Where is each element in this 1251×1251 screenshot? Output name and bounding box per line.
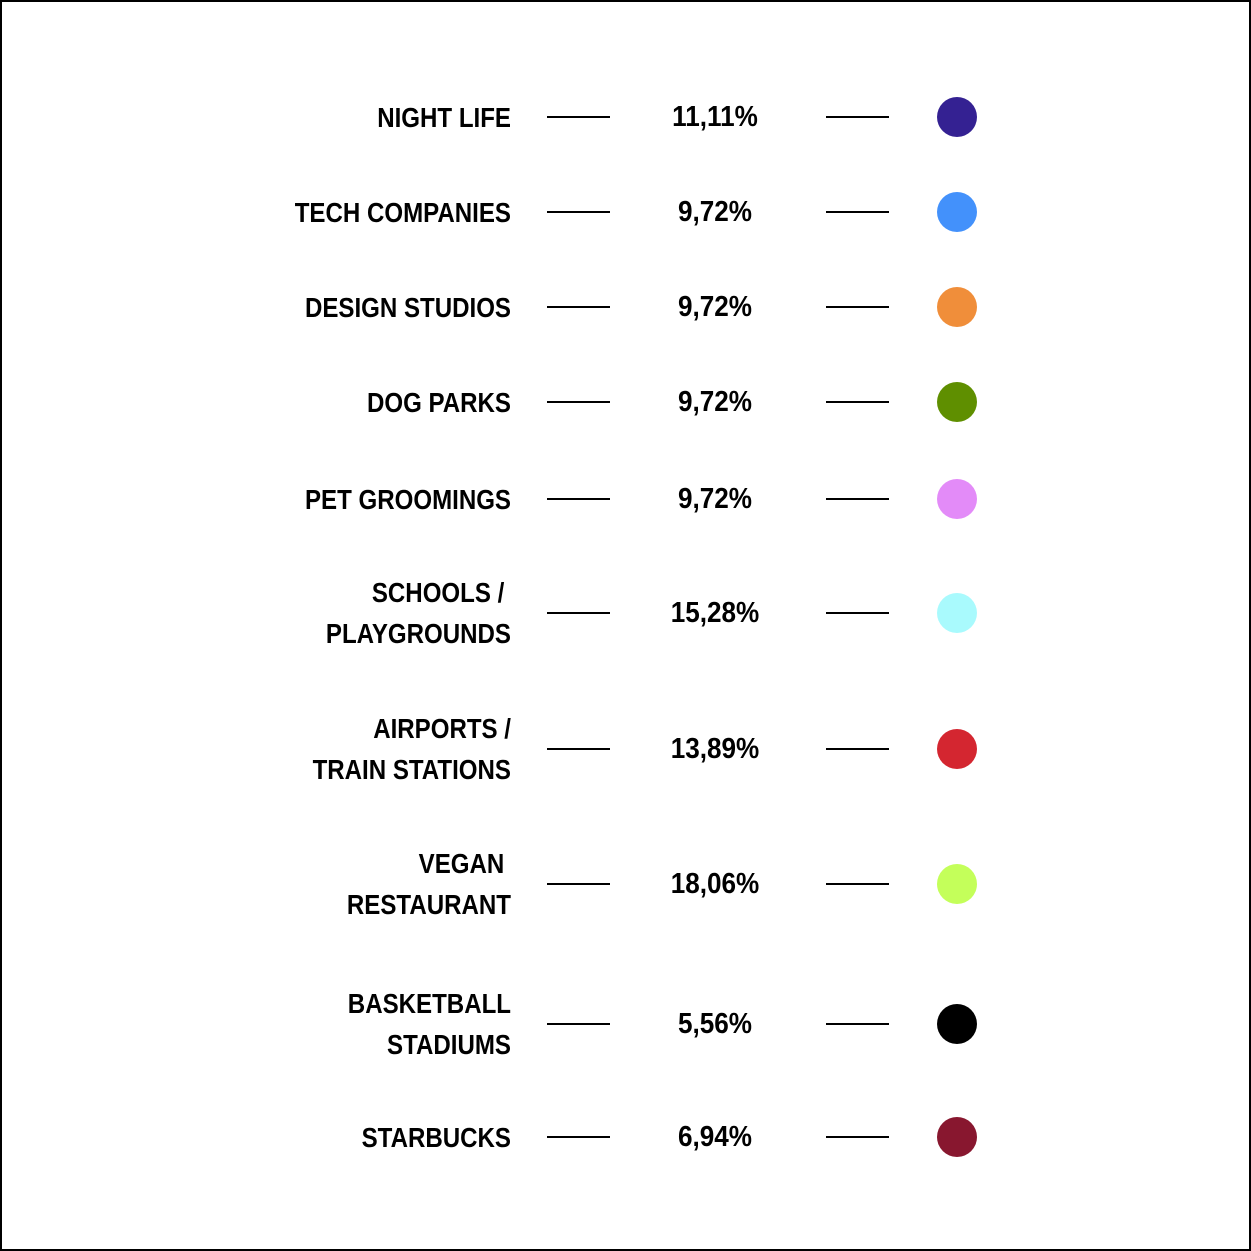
row-label-line: RESTAURANT [346,889,511,920]
connector-line-right [826,748,889,750]
row-value-label: 18,06% [670,867,760,900]
connector-line-right [826,306,889,308]
connector-line-left [547,1023,610,1025]
legend-row: PET GROOMINGS 9,72% [2,454,1251,544]
legend-row: AIRPORTS / TRAIN STATIONS 13,89% [2,704,1251,794]
connector-line-left [547,116,610,118]
row-label-line: STARBUCKS [361,1121,511,1153]
row-value-label: 5,56% [677,1007,752,1040]
connector-line-left [547,401,610,403]
legend-row: STARBUCKS 6,94% [2,1092,1251,1182]
row-value-label: 9,72% [677,290,752,323]
row-label: AIRPORTS / TRAIN STATIONS [201,704,511,794]
row-label-line: STADIUMS [387,1029,511,1060]
connector-line-left [547,498,610,500]
connector-line-right [826,1136,889,1138]
row-label-line: NIGHT LIFE [377,101,511,133]
connector-line-right [826,612,889,614]
row-label-line: PET GROOMINGS [304,483,511,515]
row-label: TECH COMPANIES [201,167,511,257]
legend-row: VEGAN RESTAURANT 18,06% [2,839,1251,929]
connector-line-left [547,883,610,885]
row-label: VEGAN RESTAURANT [201,839,511,929]
row-label-line: DESIGN STUDIOS [304,291,511,323]
row-label: STARBUCKS [201,1092,511,1182]
row-value-label: 15,28% [670,596,760,629]
row-value-label: 9,72% [677,482,752,515]
connector-line-left [547,612,610,614]
connector-line-right [826,498,889,500]
connector-line-left [547,306,610,308]
connector-line-left [547,1136,610,1138]
connector-line-right [826,401,889,403]
color-swatch-dot [937,382,977,422]
row-value-label: 13,89% [670,732,760,765]
color-swatch-dot [937,864,977,904]
color-swatch-dot [937,1004,977,1044]
row-value-label: 6,94% [677,1120,752,1153]
legend-row: BASKETBALL STADIUMS 5,56% [2,979,1251,1069]
color-swatch-dot [937,287,977,327]
connector-line-left [547,211,610,213]
legend-row: DOG PARKS 9,72% [2,357,1251,447]
row-label-line: TECH COMPANIES [294,196,511,228]
connector-line-right [826,883,889,885]
row-value-label: 11,11% [672,100,758,133]
color-swatch-dot [937,1117,977,1157]
row-label-line: BASKETBALL [347,988,511,1019]
legend-row: DESIGN STUDIOS 9,72% [2,262,1251,352]
legend-row: NIGHT LIFE 11,11% [2,72,1251,162]
connector-line-left [547,748,610,750]
row-label-line: PLAYGROUNDS [325,618,511,649]
row-label: DOG PARKS [201,357,511,447]
row-label-line: TRAIN STATIONS [312,754,511,785]
legend-row: SCHOOLS / PLAYGROUNDS 15,28% [2,568,1251,658]
row-label: DESIGN STUDIOS [201,262,511,352]
row-label-line: AIRPORTS / [373,713,511,744]
row-label: BASKETBALL STADIUMS [201,979,511,1069]
color-swatch-dot [937,479,977,519]
color-swatch-dot [937,593,977,633]
connector-line-right [826,211,889,213]
connector-line-right [826,1023,889,1025]
row-label: PET GROOMINGS [201,454,511,544]
row-value-label: 9,72% [677,385,752,418]
row-label-line: SCHOOLS / [371,577,511,608]
legend-row: TECH COMPANIES 9,72% [2,167,1251,257]
row-label: SCHOOLS / PLAYGROUNDS [201,568,511,658]
connector-line-right [826,116,889,118]
color-swatch-dot [937,97,977,137]
row-label: NIGHT LIFE [201,72,511,162]
color-swatch-dot [937,729,977,769]
color-swatch-dot [937,192,977,232]
row-label-line: DOG PARKS [366,386,511,418]
row-label-line: VEGAN [418,848,511,879]
row-value-label: 9,72% [677,195,752,228]
